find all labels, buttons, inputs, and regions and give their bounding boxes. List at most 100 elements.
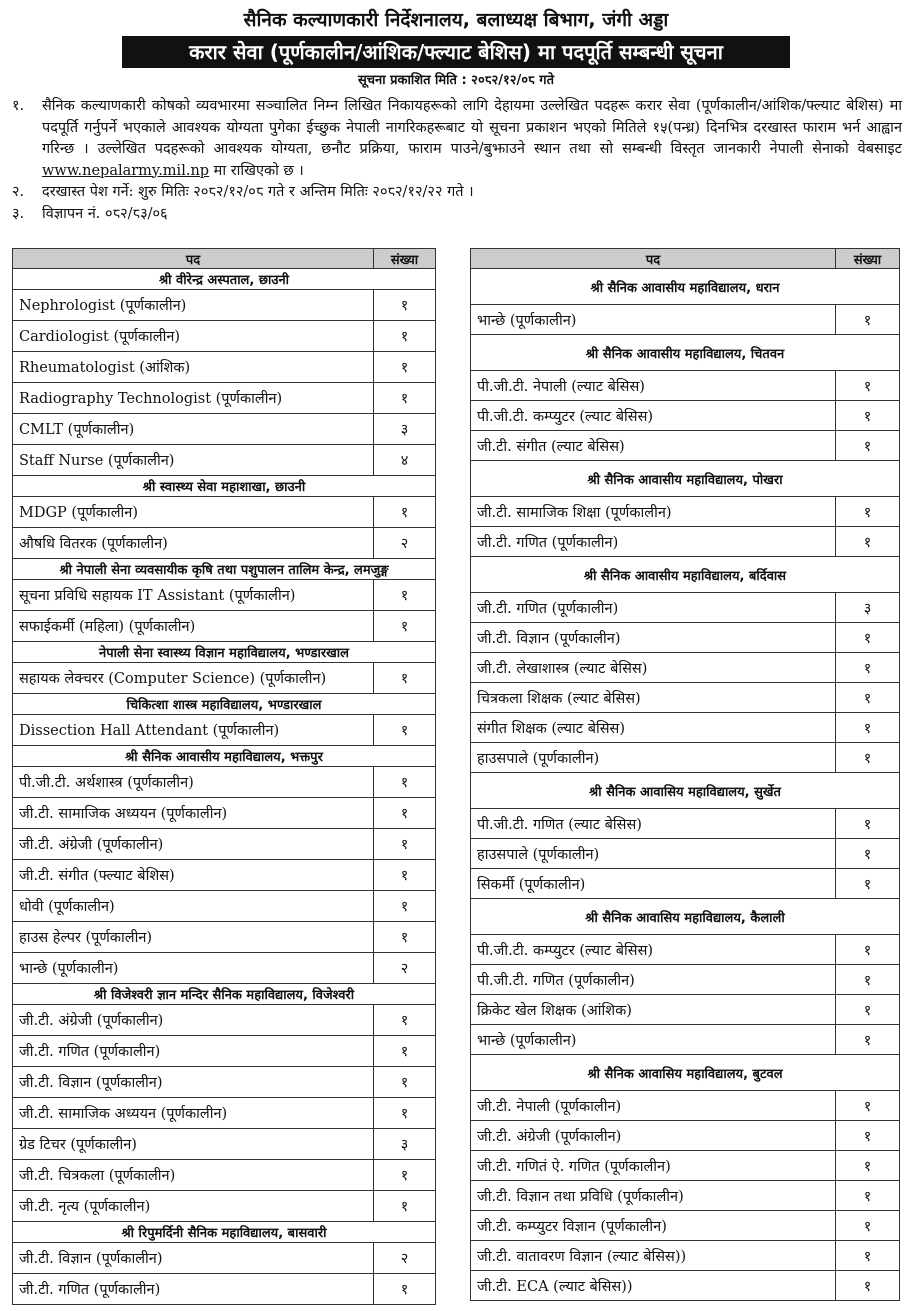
position-count: २	[373, 1242, 436, 1274]
section-title: श्री सैनिक आवासीय महाविद्यालय, भक्तपुर	[12, 745, 436, 767]
position-count: १	[373, 828, 436, 860]
office-name: सैनिक कल्याणकारी निर्देशनालय, बलाध्यक्ष …	[243, 9, 669, 31]
website-link[interactable]: www.nepalarmy.mil.np	[42, 162, 210, 179]
position-name: पी.जी.टी. गणित (पूर्णकालीन)	[470, 964, 836, 995]
paragraph-number: ३.	[12, 205, 25, 222]
section-title: श्री सैनिक आवासीय महाविद्यालय, चितवन	[470, 334, 900, 371]
position-row: जी.टी. अंग्रेजी (पूर्णकालीन) १	[12, 1004, 436, 1036]
position-name: सहायक लेक्चरर (Computer Science) (पूर्णक…	[12, 662, 374, 694]
position-count: १	[835, 496, 900, 527]
position-name: हाउस हेल्पर (पूर्णकालीन)	[12, 921, 374, 953]
position-count: १	[373, 610, 436, 642]
position-name: पी.जी.टी. अर्थशास्त्र (पूर्णकालीन)	[12, 766, 374, 798]
section-title: श्री वीरेन्द्र अस्पताल, छाउनी	[12, 268, 436, 290]
position-count: १	[373, 1004, 436, 1036]
position-name: सफाईकर्मी (महिला) (पूर्णकालीन)	[12, 610, 374, 642]
section-row: चिकित्शा शास्त्र महाविद्यालय, भण्डारखाल	[12, 693, 436, 715]
position-name: जी.टी. सामाजिक अध्ययन (पूर्णकालीन)	[12, 797, 374, 829]
position-row: हाउस हेल्पर (पूर्णकालीन) १	[12, 921, 436, 953]
section-row: श्री विजेश्वरी ज्ञान मन्दिर सैनिक महाविद…	[12, 983, 436, 1005]
section-row: श्री सैनिक आवासीय महाविद्यालय, चितवन	[470, 334, 900, 371]
position-name: सूचना प्रविधि सहायक IT Assistant (पूर्णक…	[12, 579, 374, 611]
published-date: सूचना प्रकाशित मिति : २०८२/१२/०८ गते	[357, 73, 555, 88]
position-count: १	[835, 370, 900, 401]
position-count: १	[835, 994, 900, 1025]
position-count: १	[373, 320, 436, 352]
position-row: जी.टी. संगीत (फ्ल्याट बेशिस) १	[12, 859, 436, 891]
position-name: MDGP (पूर्णकालीन)	[12, 496, 374, 528]
position-row: जी.टी. कम्प्युटर विज्ञान (पूर्णकालीन) १	[470, 1210, 900, 1241]
position-row: जी.टी. गणितं ऐ. गणित (पूर्णकालीन) १	[470, 1150, 900, 1181]
position-row: Radiography Technologist (पूर्णकालीन) १	[12, 382, 436, 414]
position-count: १	[835, 1270, 900, 1301]
position-count: १	[373, 1190, 436, 1222]
position-row: पी.जी.टी. नेपाली (ल्याट बेसिस) १	[470, 370, 900, 401]
position-row: जी.टी. सामाजिक अध्ययन (पूर्णकालीन) १	[12, 797, 436, 829]
position-count: २	[373, 952, 436, 984]
section-row: श्री सैनिक आवासिय महाविद्यालय, बुटवल	[470, 1054, 900, 1091]
position-row: सिकर्मी (पूर्णकालीन) १	[470, 868, 900, 899]
position-name: सिकर्मी (पूर्णकालीन)	[470, 868, 836, 899]
section-row: श्री सैनिक आवासीय महाविद्यालय, पोखरा	[470, 460, 900, 497]
position-name: जी.टी. ECA (ल्याट बेसिस))	[470, 1270, 836, 1301]
section-row: श्री सैनिक आवासीय महाविद्यालय, भक्तपुर	[12, 745, 436, 767]
position-name: जी.टी. गणित (पूर्णकालीन)	[470, 592, 836, 623]
column-header: संख्या	[373, 248, 436, 269]
position-name: CMLT (पूर्णकालीन)	[12, 413, 374, 445]
paragraph-text: दरखास्त पेश गर्ने: शुरु मितिः २०८२/१२/०८…	[42, 184, 474, 200]
position-count: १	[373, 890, 436, 922]
paragraph: १. सैनिक कल्याणकारी कोषको व्यवभारमा सञ्चा…	[12, 96, 902, 182]
position-row: जी.टी. विज्ञान तथा प्रविधि (पूर्णकालीन) १	[470, 1180, 900, 1211]
position-count: १	[373, 289, 436, 321]
paragraph-text-block: दरखास्त पेश गर्ने: शुरु मितिः २०८२/१२/०८…	[42, 182, 902, 204]
position-name: जी.टी. अंग्रेजी (पूर्णकालीन)	[470, 1120, 836, 1151]
position-name: जी.टी. गणित (पूर्णकालीन)	[12, 1273, 374, 1305]
section-title: श्री सैनिक आवासीय महाविद्यालय, बर्दिवास	[470, 556, 900, 593]
position-count: १	[835, 808, 900, 839]
section-title: श्री रिपुमर्दिनी सैनिक महाविद्यालय, बासव…	[12, 1221, 436, 1243]
position-name: भान्छे (पूर्णकालीन)	[470, 304, 836, 335]
position-row: जी.टी. अंग्रेजी (पूर्णकालीन) १	[470, 1120, 900, 1151]
position-row: ग्रेड टिचर (पूर्णकालीन) ३	[12, 1128, 436, 1160]
section-title: श्री सैनिक आवासिय महाविद्यालय, कैलाली	[470, 898, 900, 935]
position-count: १	[835, 1120, 900, 1151]
position-row: पी.जी.टी. अर्थशास्त्र (पूर्णकालीन) १	[12, 766, 436, 798]
position-row: जी.टी. वातावरण विज्ञान (ल्याट बेसिस)) १	[470, 1240, 900, 1271]
position-count: १	[373, 797, 436, 829]
section-title: श्री सैनिक आवासीय महाविद्यालय, पोखरा	[470, 460, 900, 497]
position-name: Cardiologist (पूर्णकालीन)	[12, 320, 374, 352]
position-count: १	[835, 430, 900, 461]
position-row: औषधि वितरक (पूर्णकालीन) २	[12, 527, 436, 559]
position-name: जी.टी. कम्प्युटर विज्ञान (पूर्णकालीन)	[470, 1210, 836, 1241]
paragraph-number: २.	[12, 184, 25, 200]
position-name: जी.टी. विज्ञान (पूर्णकालीन)	[12, 1242, 374, 1274]
position-row: भान्छे (पूर्णकालीन) १	[470, 1024, 900, 1055]
position-name: पी.जी.टी. नेपाली (ल्याट बेसिस)	[470, 370, 836, 401]
vacancy-table: पद संख्या श्री वीरेन्द्र अस्पताल, छाउनी Nep…	[12, 248, 436, 1305]
position-count: ३	[373, 1128, 436, 1160]
header-row: पद संख्या	[470, 248, 900, 269]
position-count: १	[373, 579, 436, 611]
position-row: जी.टी. विज्ञान (पूर्णकालीन) १	[470, 622, 900, 653]
position-name: पी.जी.टी. कम्प्युटर (ल्याट बेसिस)	[470, 400, 836, 431]
position-name: जी.टी. नेपाली (पूर्णकालीन)	[470, 1090, 836, 1121]
position-name: जी.टी. वातावरण विज्ञान (ल्याट बेसिस))	[470, 1240, 836, 1271]
position-name: पी.जी.टी. कम्प्युटर (ल्याट बेसिस)	[470, 934, 836, 965]
section-title: श्री सैनिक आवासीय महाविद्यालय, धरान	[470, 268, 900, 305]
position-count: १	[835, 652, 900, 683]
position-name: जी.टी. विज्ञान (पूर्णकालीन)	[12, 1066, 374, 1098]
position-count: १	[835, 400, 900, 431]
position-count: १	[835, 682, 900, 713]
position-name: Radiography Technologist (पूर्णकालीन)	[12, 382, 374, 414]
position-name: Dissection Hall Attendant (पूर्णकालीन)	[12, 714, 374, 746]
position-count: १	[373, 1097, 436, 1129]
position-row: जी.टी. गणित (पूर्णकालीन) १	[470, 526, 900, 557]
paragraph-text: सैनिक कल्याणकारी कोषको व्यवभारमा सञ्चालि…	[42, 98, 902, 157]
position-count: १	[835, 1240, 900, 1271]
position-count: १	[835, 1210, 900, 1241]
position-count: १	[373, 1066, 436, 1098]
position-count: १	[835, 1024, 900, 1055]
position-row: जी.टी. चित्रकला (पूर्णकालीन) १	[12, 1159, 436, 1191]
section-title: श्री सैनिक आवासिय महाविद्यालय, सुर्खेत	[470, 772, 900, 809]
position-row: जी.टी. संगीत (ल्याट बेसिस) १	[470, 430, 900, 461]
